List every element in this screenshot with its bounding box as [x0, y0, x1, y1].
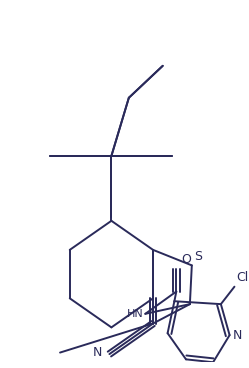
Text: N: N	[92, 346, 102, 359]
Text: Cl: Cl	[236, 271, 249, 284]
Text: S: S	[194, 251, 202, 263]
Text: HN: HN	[127, 309, 143, 319]
Text: N: N	[233, 329, 242, 342]
Text: O: O	[181, 253, 191, 266]
